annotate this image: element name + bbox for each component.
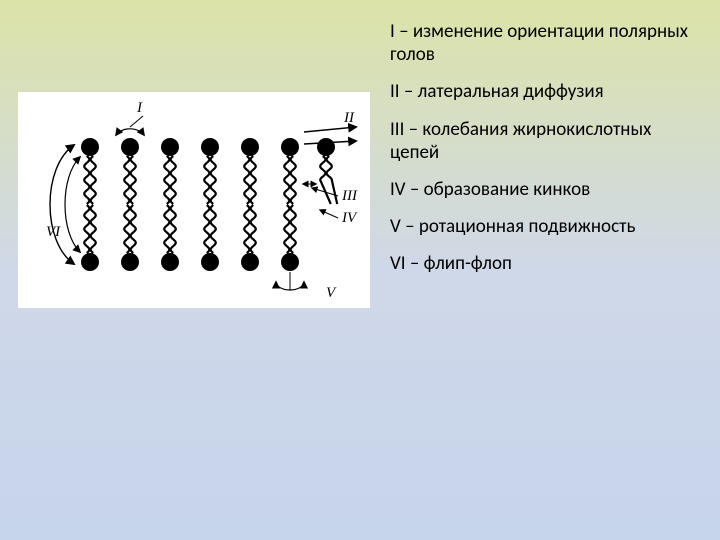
membrane-diagram: IIIIIIIVVVI [18,92,370,308]
legend-item: III – колебания жирнокислотных цепей [390,118,700,164]
legend-item: I – изменение ориентации полярных голов [390,20,700,66]
legend-item: IV – образование кинков [390,178,700,201]
svg-text:II: II [343,110,355,126]
svg-text:VI: VI [46,224,61,240]
svg-text:IV: IV [341,210,358,226]
svg-text:I: I [136,100,143,116]
svg-text:III: III [341,188,358,204]
legend-item: II – латеральная диффузия [390,80,700,103]
legend-item: VI – флип-флоп [390,252,700,275]
legend: I – изменение ориентации полярных голов … [390,20,700,289]
diagram-panel: IIIIIIIVVVI [18,92,370,308]
legend-item: V – ротационная подвижность [390,215,700,238]
svg-text:V: V [326,285,337,301]
